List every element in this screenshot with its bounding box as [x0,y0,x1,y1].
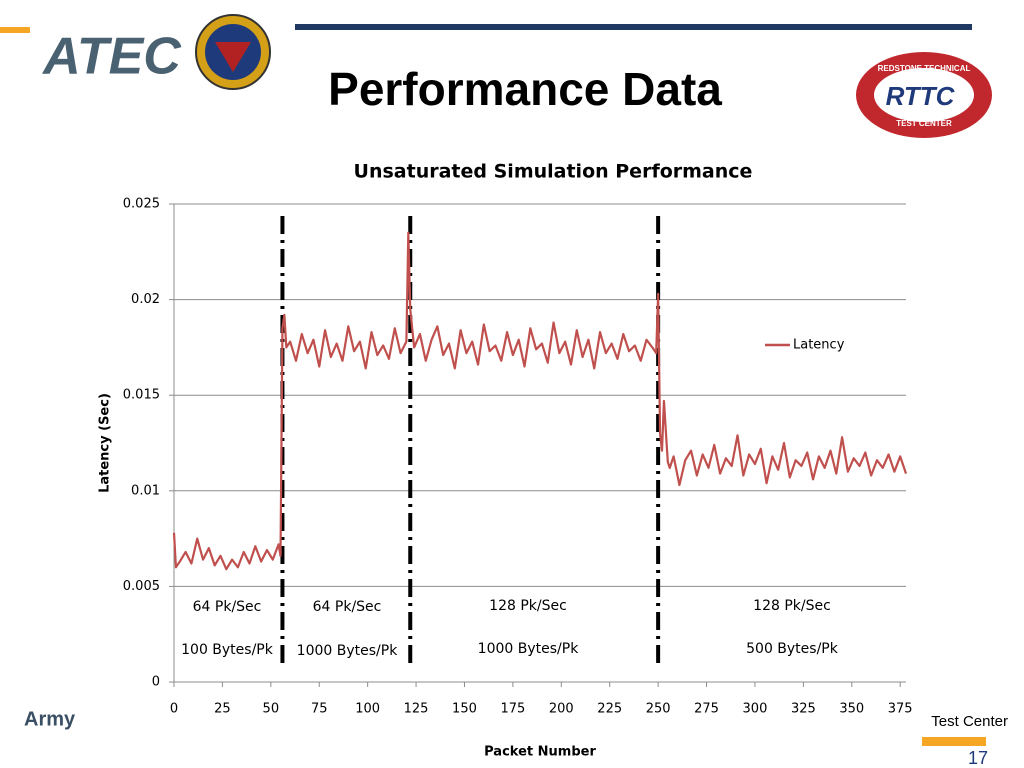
x-tick-label: 375 [888,702,913,717]
x-tick-label: 300 [743,702,768,717]
annotation-size: 500 Bytes/Pk [746,641,839,657]
annotation-rate: 64 Pk/Sec [193,599,262,615]
y-tick-label: 0.01 [131,483,160,498]
rttc-top: REDSTONE TECHNICAL [878,64,971,73]
y-axis-label: Latency (Sec) [98,393,113,493]
rttc-logo [856,52,992,138]
army-logo: Army [24,708,76,730]
footer-bar [922,737,986,746]
atec-logo: ATEC [41,28,182,86]
x-tick-label: 25 [214,702,231,717]
y-tick-label: 0.005 [123,579,160,594]
x-tick-label: 75 [311,702,328,717]
header-accent [0,27,30,33]
rttc-bottom: TEST CENTER [896,119,952,128]
x-axis-label: Packet Number [484,745,596,760]
annotation-size: 100 Bytes/Pk [181,642,274,658]
x-tick-label: 0 [170,702,178,717]
x-tick-label: 275 [694,702,719,717]
x-tick-label: 225 [597,702,622,717]
y-tick-label: 0 [152,675,160,690]
x-tick-label: 50 [263,702,280,717]
emblem [195,14,271,90]
y-tick-label: 0.025 [123,197,160,212]
y-tick-label: 0.015 [123,388,160,403]
latency-line [172,231,908,571]
slide-title: Performance Data [328,63,722,115]
page-number: 17 [968,748,988,768]
annotation-rate: 64 Pk/Sec [313,599,382,615]
annotation-size: 1000 Bytes/Pk [297,643,399,659]
x-tick-label: 250 [646,702,671,717]
annotation-rate: 128 Pk/Sec [753,598,831,614]
x-tick-label: 350 [839,702,864,717]
legend-label: Latency [793,338,845,353]
rttc-text: RTTC [886,81,956,111]
header-bar [295,24,972,30]
y-tick-label: 0.02 [131,292,160,307]
chart-title: Unsaturated Simulation Performance [354,161,753,183]
footer-text: Test Center [931,713,1008,730]
x-tick-label: 200 [549,702,574,717]
x-tick-label: 125 [404,702,429,717]
annotation-rate: 128 Pk/Sec [489,598,567,614]
x-tick-label: 100 [355,702,380,717]
x-tick-label: 175 [500,702,525,717]
x-tick-label: 325 [791,702,816,717]
x-tick-label: 150 [452,702,477,717]
annotation-size: 1000 Bytes/Pk [478,641,580,657]
